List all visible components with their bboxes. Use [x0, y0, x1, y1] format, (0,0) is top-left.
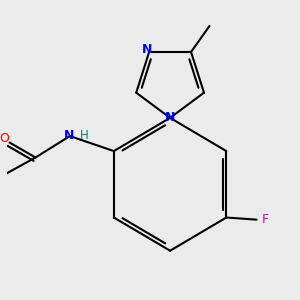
Text: F: F — [262, 213, 269, 226]
Text: O: O — [0, 132, 9, 145]
Text: N: N — [64, 129, 74, 142]
Text: H: H — [80, 129, 89, 142]
Text: N: N — [165, 111, 175, 124]
Text: N: N — [142, 43, 152, 56]
